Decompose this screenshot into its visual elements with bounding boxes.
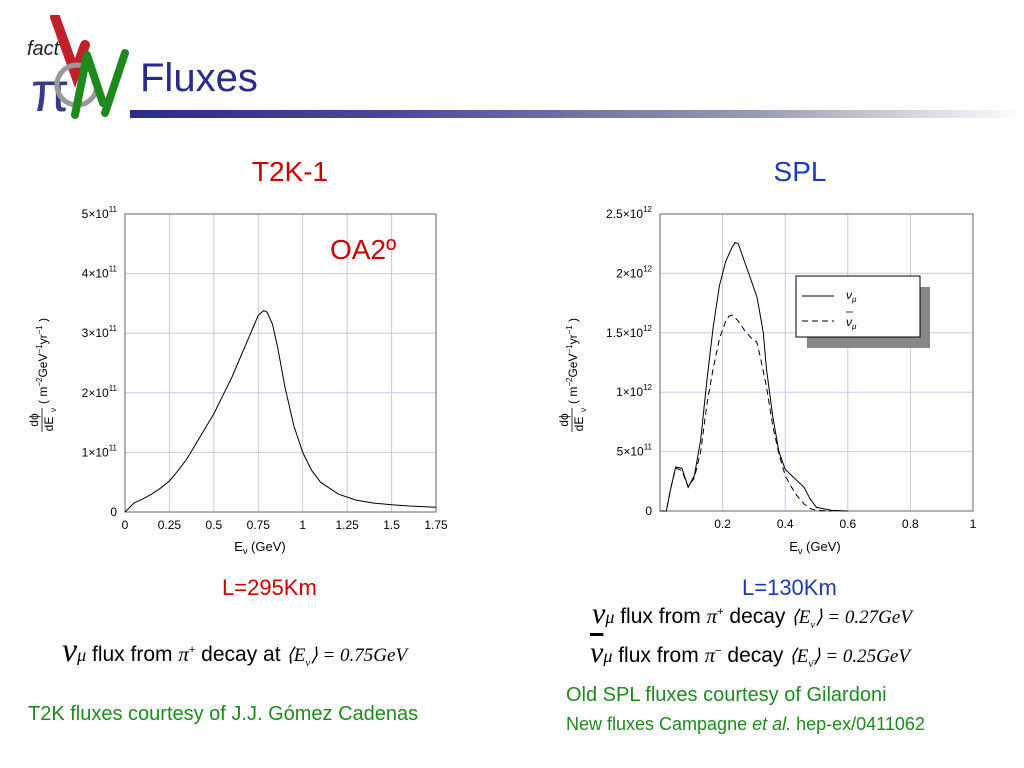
spl-y-tick-label: 2×1012	[616, 264, 652, 280]
t2k-y-ticks: 0 1×1011 2×1011 3×1011 4×1011 5×1011	[82, 205, 118, 519]
svg-text:fact: fact	[27, 38, 61, 60]
t2k-x-tick-label: 0.5	[206, 518, 223, 532]
spl-y-tick-label: 5×1011	[617, 443, 653, 459]
spl-x-tick-label: 1	[970, 517, 977, 531]
spl-antinumu-curve	[660, 314, 833, 512]
t2k-flux-description: νμ flux from π+ decay at ⟨Eν⟩ = 0.75GeV	[62, 632, 408, 669]
spl-credit-old: Old SPL fluxes courtesy of Gilardoni	[566, 684, 887, 706]
spl-grid	[660, 213, 973, 511]
title-divider	[130, 110, 1024, 118]
svg-text:dE: dE	[42, 417, 56, 432]
t2k-y-tick-label: 5×1011	[82, 205, 118, 221]
spl-x-ticks: 0.2 0.4 0.6 0.8 1	[714, 517, 976, 531]
t2k-x-ticks: 0 0.25 0.5 0.75 1 1.25 1.5 1.75	[122, 518, 448, 532]
spl-x-tick-label: 0.6	[839, 517, 856, 531]
t2k-flux-curve	[124, 310, 437, 513]
t2k-baseline: L=295Km	[222, 575, 317, 600]
spl-antinumu-description: νμ flux from π− decay ⟨Eν̄⟩ = 0.25GeV	[590, 636, 910, 670]
spl-y-ticks: 0 5×1011 1×1012 1.5×1012 2×1012 2.5×1012	[606, 205, 652, 518]
t2k-chart-title: T2K-1	[251, 156, 329, 187]
t2k-x-axis-label: Eν (GeV)	[234, 539, 285, 556]
t2k-angle-annotation: OA2º	[330, 234, 396, 265]
factory-logo: fact π	[25, 12, 135, 123]
t2k-y-tick-label: 1×1011	[82, 443, 118, 459]
t2k-y-tick-label: 4×1011	[82, 265, 118, 281]
t2k-y-tick-label: 2×1011	[82, 384, 118, 400]
spl-y-tick-label: 0	[645, 504, 652, 518]
svg-text:( m−2GeV−1yr−1 ): ( m−2GeV−1yr−1 )	[565, 318, 580, 404]
spl-x-tick-label: 0.4	[777, 517, 794, 531]
t2k-x-tick-label: 0	[122, 518, 129, 532]
t2k-x-tick-label: 1.25	[335, 518, 359, 532]
svg-text:dϕ: dϕ	[27, 413, 41, 427]
t2k-flux-chart: 0 1×1011 2×1011 3×1011 4×1011 5×1011 0 0.25 0.5…	[27, 205, 448, 556]
svg-text:( m−2GeV−1yr−1 ): ( m−2GeV−1yr−1 )	[35, 318, 50, 404]
spl-chart-title: SPL	[773, 156, 827, 187]
page-title: Fluxes	[140, 56, 258, 100]
t2k-y-axis-label: dϕ dE ν ( m−2GeV−1yr−1 )	[27, 318, 58, 432]
spl-y-tick-label: 1.5×1012	[606, 324, 652, 340]
spl-legend: νμ νμ	[795, 275, 930, 348]
t2k-x-tick-label: 1.75	[424, 518, 448, 532]
t2k-credit: T2K fluxes courtesy of J.J. Gómez Cadena…	[28, 703, 419, 725]
spl-legend-entry-0: νμ	[846, 288, 857, 304]
t2k-x-tick-label: 0.25	[158, 518, 182, 532]
t2k-x-tick-label: 1.5	[383, 518, 400, 532]
spl-credit-new: New fluxes Campagne et al. hep-ex/041106…	[566, 714, 925, 734]
svg-text:ν: ν	[579, 408, 588, 412]
spl-plot-frame	[659, 213, 974, 512]
t2k-y-tick-label: 0	[110, 505, 117, 519]
t2k-y-tick-label: 3×1011	[82, 324, 118, 340]
spl-numu-description: νμ flux from π+ decay ⟨Eν⟩ = 0.27GeV	[592, 597, 912, 631]
t2k-x-tick-label: 1	[299, 518, 306, 532]
t2k-x-tick-label: 0.75	[247, 518, 271, 532]
spl-baseline: L=130Km	[742, 575, 837, 600]
spl-x-tick-label: 0.8	[902, 517, 919, 531]
svg-text:dE: dE	[572, 417, 586, 432]
spl-y-axis-label: dϕ dE ν ( m−2GeV−1yr−1 )	[557, 318, 588, 432]
t2k-plot-frame	[124, 213, 437, 513]
svg-text:dϕ: dϕ	[557, 413, 571, 427]
spl-x-axis-label: Eν (GeV)	[789, 539, 840, 556]
spl-y-tick-label: 2.5×1012	[606, 205, 652, 221]
spl-y-tick-label: 1×1012	[616, 383, 652, 399]
t2k-grid	[125, 213, 436, 512]
spl-legend-entry-1: νμ	[846, 315, 857, 331]
spl-x-tick-label: 0.2	[714, 517, 731, 531]
svg-text:ν: ν	[49, 408, 58, 412]
